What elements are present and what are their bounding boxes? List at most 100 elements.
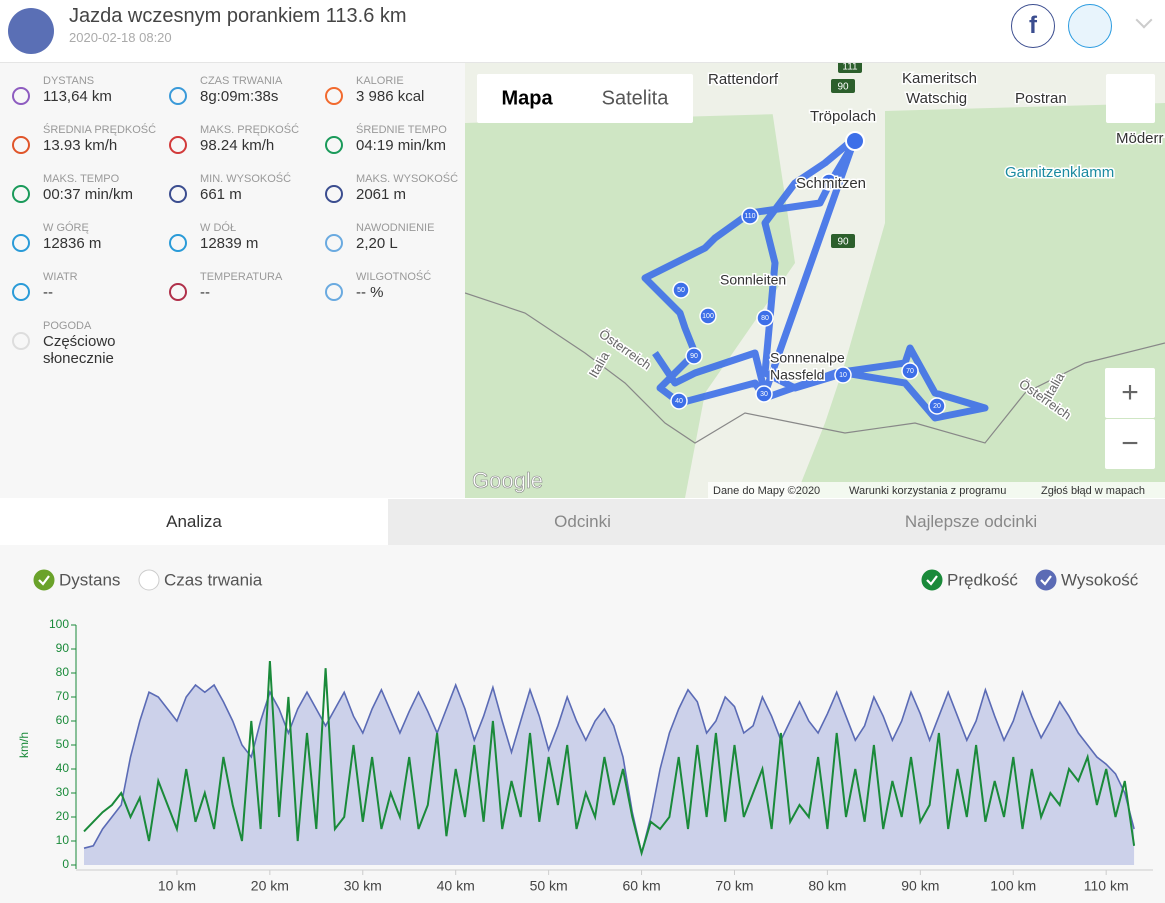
stat-value: 661 m bbox=[200, 186, 242, 203]
stat-label: DYSTANS bbox=[43, 75, 95, 87]
divider bbox=[0, 62, 1165, 63]
map-type-button[interactable]: Satelita bbox=[602, 87, 670, 109]
x-tick-label: 50 km bbox=[530, 878, 568, 894]
check-mark bbox=[926, 575, 938, 586]
elevation-area bbox=[84, 685, 1135, 865]
marker-label: 60 bbox=[825, 179, 833, 186]
tabs: Analiza Odcinki Najlepsze odcinki bbox=[0, 499, 1165, 545]
marker-label: 110 bbox=[744, 213, 755, 220]
y-tick-label: 100 bbox=[49, 617, 69, 631]
road-sign bbox=[838, 63, 862, 73]
x-tick-label: 40 km bbox=[437, 878, 475, 894]
stat-label: KALORIE bbox=[356, 75, 404, 87]
stat-label: MAKS. TEMPO bbox=[43, 173, 120, 185]
y-tick-label: 10 bbox=[56, 833, 70, 847]
date: 2020-02-18 08:20 bbox=[69, 30, 172, 45]
zoom-button[interactable]: − bbox=[1121, 427, 1139, 460]
stat-icon bbox=[169, 234, 187, 252]
marker-label: 70 bbox=[906, 368, 914, 375]
place-label: Rattendorf bbox=[708, 71, 779, 88]
stat-value: 00:37 min/km bbox=[43, 186, 134, 203]
stat-label: NAWODNIENIE bbox=[356, 222, 435, 234]
marker-label: 80 bbox=[761, 315, 769, 322]
x-tick-label: 70 km bbox=[715, 878, 753, 894]
stat-value: 3 986 kcal bbox=[356, 88, 425, 105]
place-label: Nassfeld bbox=[770, 367, 824, 383]
stat-value: 2,20 L bbox=[356, 235, 398, 252]
map[interactable]: 110 60 50 100 80 90 40 30 10 70 20 Rattendorf Kameri… bbox=[465, 63, 1165, 498]
legend-check[interactable] bbox=[138, 569, 160, 591]
stat-icon bbox=[325, 185, 343, 203]
map-footer-bg bbox=[708, 482, 1165, 498]
speed-line bbox=[83, 660, 1136, 857]
marker-label: 10 bbox=[839, 372, 847, 379]
tab[interactable]: Analiza bbox=[0, 499, 388, 545]
x-tick-label: 110 km bbox=[1084, 878, 1129, 894]
zoom-button-bg bbox=[1105, 368, 1155, 418]
stats-panel: DYSTANS 113,64 km CZAS TRWANIA 8g:09m:38s KA… bbox=[0, 63, 465, 498]
marker-label: 100 bbox=[702, 313, 714, 320]
facebook-button[interactable]: f bbox=[1011, 4, 1055, 48]
stat-value: 12836 m bbox=[43, 235, 102, 252]
stat-icon bbox=[12, 185, 30, 203]
mode-toggle[interactable]: Czas trwania bbox=[164, 570, 263, 589]
road-sign bbox=[831, 79, 855, 93]
map-footer-text[interactable]: Dane do Mapy ©2020 bbox=[713, 485, 820, 497]
mode-toggle[interactable]: Dystans bbox=[59, 570, 120, 589]
zoom-button-bg bbox=[1105, 419, 1155, 469]
road-number: 111 bbox=[842, 63, 858, 73]
legend-check[interactable] bbox=[921, 569, 943, 591]
check-mark bbox=[1040, 575, 1052, 586]
map-pin bbox=[845, 131, 865, 151]
twitter-button[interactable] bbox=[1068, 4, 1112, 48]
marker-label: 90 bbox=[690, 353, 698, 360]
stat-value: -- bbox=[43, 284, 53, 301]
x-tick-label: 80 km bbox=[808, 878, 846, 894]
place-label: Postran bbox=[1015, 90, 1067, 107]
stat-icon bbox=[12, 136, 30, 154]
y-tick-label: 60 bbox=[56, 713, 70, 727]
stat-value: 13.93 km/h bbox=[43, 137, 118, 154]
stat-label: ŚREDNIA PRĘDKOŚĆ bbox=[43, 124, 157, 136]
legend-label[interactable]: Prędkość bbox=[947, 570, 1018, 589]
chart: km/h 0 10 20 30 40 50 60 70 80 90 100 10 km 20 km 30 … bbox=[0, 545, 1165, 903]
elevation-line bbox=[83, 682, 1135, 854]
stat-label: WIATR bbox=[43, 271, 78, 283]
stat-icon bbox=[325, 283, 343, 301]
route-marker bbox=[670, 392, 688, 410]
x-tick-label: 30 km bbox=[344, 878, 382, 894]
map-type-button[interactable]: Mapa bbox=[501, 87, 553, 109]
tab[interactable]: Odcinki bbox=[388, 499, 777, 545]
fullscreen-button[interactable] bbox=[1106, 74, 1155, 123]
marker-label: 30 bbox=[760, 391, 768, 398]
stat-label: MIN. WYSOKOŚĆ bbox=[200, 173, 292, 185]
place-label: Watschig bbox=[906, 90, 967, 107]
stat-label: CZAS TRWANIA bbox=[200, 75, 283, 87]
border-line bbox=[465, 292, 1165, 444]
legend-label[interactable]: Wysokość bbox=[1061, 570, 1139, 589]
map-footer-text[interactable]: Warunki korzystania z programu bbox=[849, 485, 1006, 497]
zoom-button[interactable]: + bbox=[1121, 376, 1139, 409]
route-marker bbox=[755, 385, 773, 403]
legend-check[interactable] bbox=[1035, 569, 1057, 591]
stat-value: 12839 m bbox=[200, 235, 259, 252]
route-marker bbox=[820, 173, 838, 191]
stat-label: W GÓRĘ bbox=[43, 222, 89, 234]
stat-value: 2061 m bbox=[356, 186, 407, 203]
stat-value: 113,64 km bbox=[43, 88, 112, 105]
stat-value: 04:19 min/km bbox=[356, 137, 447, 154]
stat-icon bbox=[169, 136, 187, 154]
legend-check[interactable] bbox=[33, 569, 55, 591]
map-footer-text[interactable]: Zgłoś błąd w mapach bbox=[1041, 485, 1145, 497]
expand-chevron[interactable] bbox=[1135, 11, 1153, 29]
road-number: 90 bbox=[837, 237, 849, 248]
stat-icon bbox=[325, 136, 343, 154]
place-label: Möderr bbox=[1116, 130, 1164, 147]
stat-icon bbox=[169, 283, 187, 301]
y-tick-label: 0 bbox=[62, 857, 69, 871]
y-axis-label: km/h bbox=[17, 732, 31, 758]
y-tick-label: 50 bbox=[56, 737, 70, 751]
stat-icon bbox=[12, 332, 30, 350]
tab[interactable]: Najlepsze odcinki bbox=[777, 499, 1165, 545]
